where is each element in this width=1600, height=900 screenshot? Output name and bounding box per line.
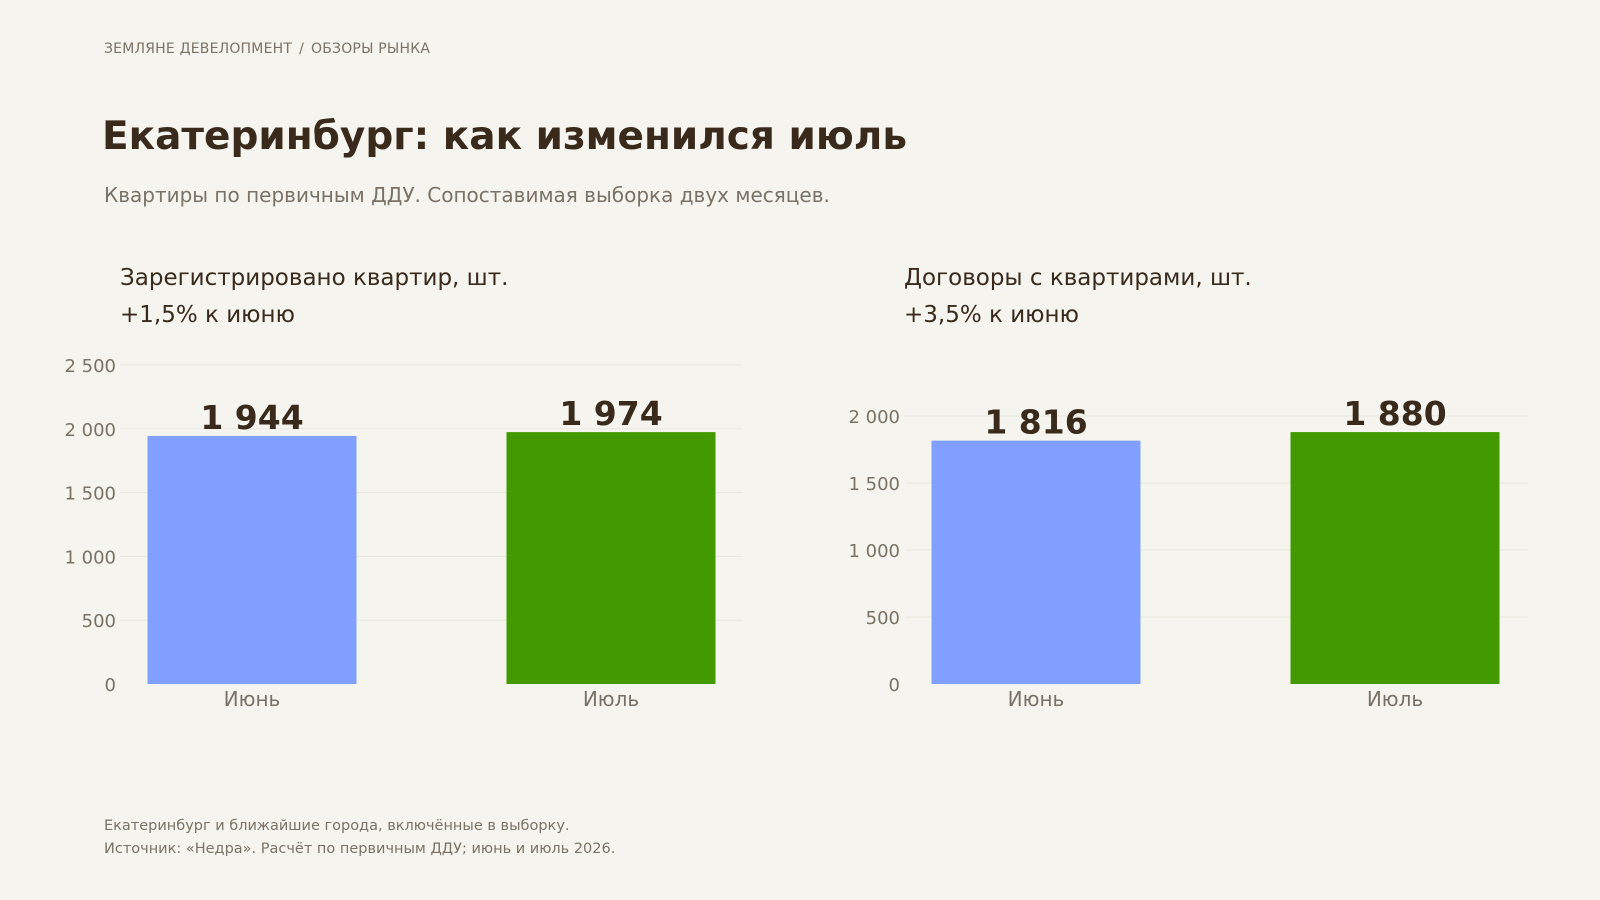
chart-1-ytick-label: 2 000 — [64, 420, 116, 441]
chart-2-header: Договоры с квартирами, шт. +3,5% к июню — [904, 260, 1252, 334]
chart-2-ytick-label: 1 000 — [848, 541, 900, 562]
chart-1-registered-apartments: 0 500 1 000 1 500 2 000 2 500 1 944 Июнь 1 974 Ию… — [64, 356, 743, 711]
chart-2-value-label: 1 816 — [984, 403, 1087, 442]
chart-2-ytick-label: 1 500 — [848, 474, 900, 495]
chart-1-ytick-label: 2 500 — [64, 356, 116, 377]
chart-2-bar-june[interactable] — [931, 440, 1141, 684]
chart-1-header: Зарегистрировано квартир, шт. +1,5% к ию… — [120, 260, 508, 334]
chart-1-category-label: Июнь — [224, 687, 281, 711]
chart-1-title: Зарегистрировано квартир, шт. — [120, 265, 509, 291]
chart-2-ytick-label: 500 — [866, 608, 900, 629]
page-title: Екатеринбург: как изменился июль — [102, 114, 907, 159]
page-subtitle: Квартиры по первичным ДДУ. Сопоставимая … — [104, 183, 830, 207]
chart-1-bar-july[interactable] — [506, 432, 716, 684]
footnote: Екатеринбург и ближайшие города, включён… — [104, 815, 615, 861]
breadcrumb-company[interactable]: ЗЕМЛЯНЕ ДЕВЕЛОПМЕНТ — [104, 41, 293, 57]
chart-2-category-label: Июль — [1367, 687, 1423, 711]
chart-1-bar-june[interactable] — [147, 435, 357, 684]
chart-2-contracts: 0 500 1 000 1 500 2 000 1 816 Июнь 1 880 Июль — [848, 394, 1528, 711]
breadcrumb-separator: / — [299, 41, 305, 57]
chart-2-value-label: 1 880 — [1343, 394, 1446, 433]
chart-2-category-label: Июнь — [1008, 687, 1065, 711]
chart-2-ytick-label: 0 — [889, 675, 900, 696]
breadcrumb: ЗЕМЛЯНЕ ДЕВЕЛОПМЕНТ / ОБЗОРЫ РЫНКА — [104, 41, 430, 57]
chart-1-ytick-label: 1 000 — [64, 547, 116, 568]
chart-2-title: Договоры с квартирами, шт. — [904, 265, 1252, 291]
chart-1-category-label: Июль — [583, 687, 639, 711]
chart-1-ytick-label: 500 — [82, 611, 116, 632]
chart-1-ytick-label: 1 500 — [64, 484, 116, 505]
footnote-scope: Екатеринбург и ближайшие города, включён… — [104, 818, 570, 834]
chart-2-ytick-label: 2 000 — [848, 407, 900, 428]
breadcrumb-section[interactable]: ОБЗОРЫ РЫНКА — [311, 41, 431, 57]
chart-1-change: +1,5% к июню — [120, 302, 295, 328]
chart-1-value-label: 1 944 — [200, 398, 303, 437]
footnote-source: Источник: «Недра». Расчёт по первичным Д… — [104, 841, 616, 857]
chart-2-change: +3,5% к июню — [904, 302, 1079, 328]
chart-1-value-label: 1 974 — [559, 394, 662, 433]
chart-2-bar-july[interactable] — [1290, 432, 1500, 684]
chart-1-ytick-label: 0 — [105, 675, 116, 696]
